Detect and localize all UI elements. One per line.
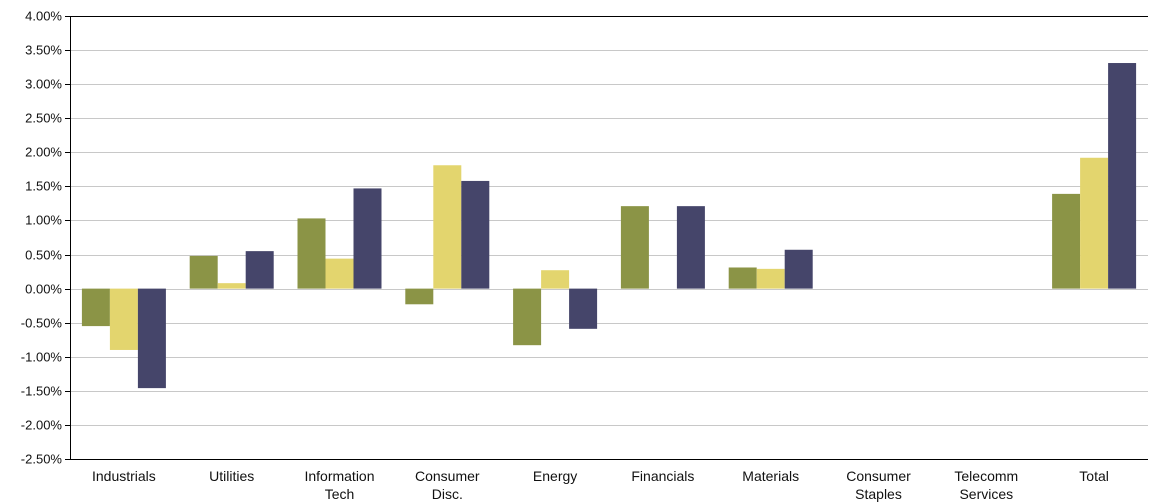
y-tick-label: 2.50%: [25, 111, 62, 126]
y-tick-label: 3.00%: [25, 77, 62, 92]
bar: [513, 288, 542, 346]
category-label: Energy: [533, 468, 577, 484]
y-tick-label: 2.00%: [25, 145, 62, 160]
bar: [245, 251, 274, 289]
category-label: Consumer Disc.: [415, 468, 480, 502]
gridlines: [70, 50, 1148, 426]
bar: [676, 206, 705, 289]
bar: [756, 268, 785, 289]
y-tick-label: 1.00%: [25, 213, 62, 228]
category-label: Total: [1079, 468, 1109, 484]
bar: [325, 258, 354, 289]
bar: [728, 267, 757, 289]
bar: [297, 218, 326, 289]
bar: [1080, 157, 1109, 289]
bar: [217, 283, 246, 289]
bar: [461, 180, 490, 289]
y-tick-label: -2.00%: [21, 418, 63, 433]
category-label: Industrials: [92, 468, 156, 484]
bar: [1108, 63, 1137, 289]
bar: [433, 165, 462, 289]
category-label: Information Tech: [304, 468, 374, 502]
y-tick-label: 4.00%: [25, 9, 62, 24]
y-tick-label: 0.00%: [25, 282, 62, 297]
bar: [189, 255, 218, 289]
y-tick-label: -1.00%: [21, 350, 63, 365]
bar: [109, 288, 138, 350]
y-tick-label: -0.50%: [21, 316, 63, 331]
axes: [65, 16, 1148, 460]
bar: [137, 288, 166, 389]
bar: [353, 188, 382, 289]
bar: [1052, 193, 1081, 289]
category-label: Consumer Staples: [846, 468, 911, 502]
bar: [620, 206, 649, 289]
bars: [81, 63, 1137, 389]
y-tick-label: 3.50%: [25, 43, 62, 58]
category-label: Materials: [742, 468, 799, 484]
y-tick-labels: -2.50% -2.00% -1.50% -1.00% -0.50% 0.00% 0.50%…: [21, 9, 63, 467]
y-tick-label: 1.50%: [25, 179, 62, 194]
bar: [784, 249, 813, 289]
category-labels: Industrials Utilities Information Tech Consu…: [92, 468, 1109, 502]
bar: [81, 288, 110, 327]
category-label: Financials: [631, 468, 694, 484]
category-label: Utilities: [209, 468, 254, 484]
bar: [569, 288, 598, 329]
bar: [405, 288, 434, 305]
category-label: Telecomm Services: [954, 468, 1018, 502]
y-tick-label: -1.50%: [21, 384, 63, 399]
y-tick-label: -2.50%: [21, 452, 63, 467]
bar: [541, 270, 570, 289]
y-tick-label: 0.50%: [25, 248, 62, 263]
